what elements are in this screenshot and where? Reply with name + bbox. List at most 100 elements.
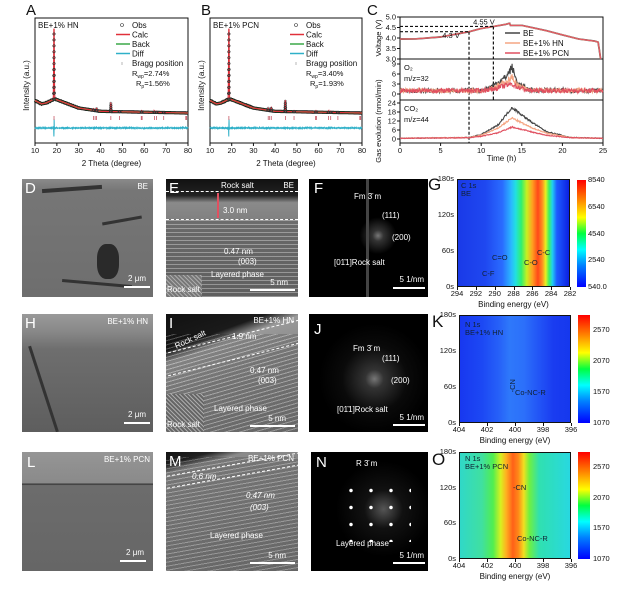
scale-bar-label: 2 μm [128,410,146,419]
plot-frame [34,17,189,144]
peak-label-c-f: C-F [482,269,495,278]
y-axis-label: Intensity (a.u.) [197,60,206,111]
x-tick-label: 20 [558,146,566,155]
x-tick [543,423,544,426]
x-axis-label: 2 Theta (degree) [82,159,142,168]
colorbar-tick-label: 1570 [593,387,610,397]
haadf-image-pcn: M BE+1% PCN 0.6 nm 0.47 nm (003) Layered… [166,452,298,571]
legend-label: BE+1% PCN [523,49,569,58]
x-axis-label: 2 Theta (degree) [256,159,316,168]
rock-salt-label: Rock salt [221,181,254,190]
x-tick-label: 404 [452,561,466,570]
obs-point [95,109,99,113]
core-level-label: C 1s [461,181,477,190]
x-tick-label: 70 [162,146,170,155]
obs-point [52,85,56,89]
x-tick [459,559,460,562]
x-tick-label: 50 [118,146,126,155]
x-tick-label: 20 [53,146,61,155]
obs-point [53,97,56,101]
co2-line-pcn [399,125,603,140]
obs-point [52,56,56,60]
crack [41,184,103,194]
x-tick-label: 284 [544,289,558,298]
x-tick-label: 288 [507,289,520,298]
x-tick-label: 60 [314,146,322,155]
annotation-4-3v: 4.3 V [442,31,460,40]
phase-label: Layered phase [211,270,264,279]
colorbar-tick-label: 2070 [593,492,610,502]
colorbar-tick-label: 2570 [593,325,610,335]
heatmap-k: N 1s BE+1% HN -CN Co-NC-R [459,315,571,423]
x-tick-label: 396 [564,425,578,434]
scale-bar [250,289,295,291]
scale-bar [250,562,295,564]
x-tick-label: 402 [480,425,494,434]
obs-point [227,50,231,54]
legend-obs: Obs [306,21,321,30]
spot-label-111: (111) [382,211,400,220]
lattice-fringes [166,457,298,571]
panel-label-c: C [367,2,378,19]
obs-point [52,67,56,71]
colorbar-tick-label: 2070 [593,356,610,366]
annotation-4-55v: 4.55 V [473,17,495,26]
calc-line [209,28,362,114]
y-tick-label: 60s [441,246,454,255]
legend-label: Diff [132,50,145,59]
panel-label-e: E [169,180,180,197]
obs-point [284,101,287,105]
o2-label: O₂ [404,63,413,72]
y-tick-label: 60s [443,518,456,528]
y-tick-label: 9 [392,60,396,69]
scale-bar-label: 5 nm [270,278,288,287]
sem-image-hn: H BE+1% HN 2 μm [22,314,153,432]
colorbar-tick-label: 8540 [588,175,605,184]
dashed-boundary [166,191,298,192]
scale-bar-label: 5 1/nm [399,551,424,560]
o2-line-pcn [399,81,604,95]
o2-mz-label: m/z=32 [404,74,429,83]
rwp-value: Rwp=2.74% [132,69,170,80]
thickness-label: 0.6 nm [192,472,217,481]
obs-point [227,38,231,42]
x-tick-label: 400 [508,425,522,434]
x-tick [551,287,553,290]
x-tick [494,287,496,290]
thickness-label: 3.0 nm [223,206,248,215]
rp-value: Rp=1.56% [136,79,170,90]
spacing-label: 0.47 nm [224,247,253,256]
x-tick-label: 80 [184,146,192,155]
legend-bragg: Bragg position [132,59,183,68]
core-level-label: N 1s [465,454,481,463]
phase-label: Layered phase [210,531,263,540]
legend-obs-marker [294,23,298,27]
inset-image [166,275,202,297]
xrd-and-gas-charts: 10 20 30 40 50 60 70 802 Theta (degree)Intensit… [22,13,607,169]
x-tick-label: 20 [228,146,236,155]
x-tick-label: 402 [480,561,494,570]
x-tick-label: 396 [564,561,578,570]
colorbar-tick-label: 6540 [588,201,605,211]
diff-line [209,119,363,137]
legend-label: Calc [132,31,148,40]
y-tick-label: 180s [439,310,456,319]
plane-label: (003) [238,257,257,266]
obs-point [52,62,56,65]
y-tick-label: 0s [446,282,454,291]
obs-point [52,73,56,77]
sample-label: BE+1% HN [38,21,79,30]
sem-image-pcn: L BE+1% PCN 2 μm [22,452,153,571]
obs-point [52,38,56,42]
inset-label: Rock salt [167,285,200,294]
y-tick-label: 60s [443,382,456,391]
rwp-value: Rwp=3.40% [306,69,344,80]
y-tick-label: 24 [388,99,396,108]
panel-label-d: D [25,180,36,197]
sample-label: BE+1% HN [465,328,504,337]
x-tick-label: 10 [477,146,485,155]
plot-frame [399,16,604,144]
crack [28,345,59,432]
obs-point [227,62,231,65]
